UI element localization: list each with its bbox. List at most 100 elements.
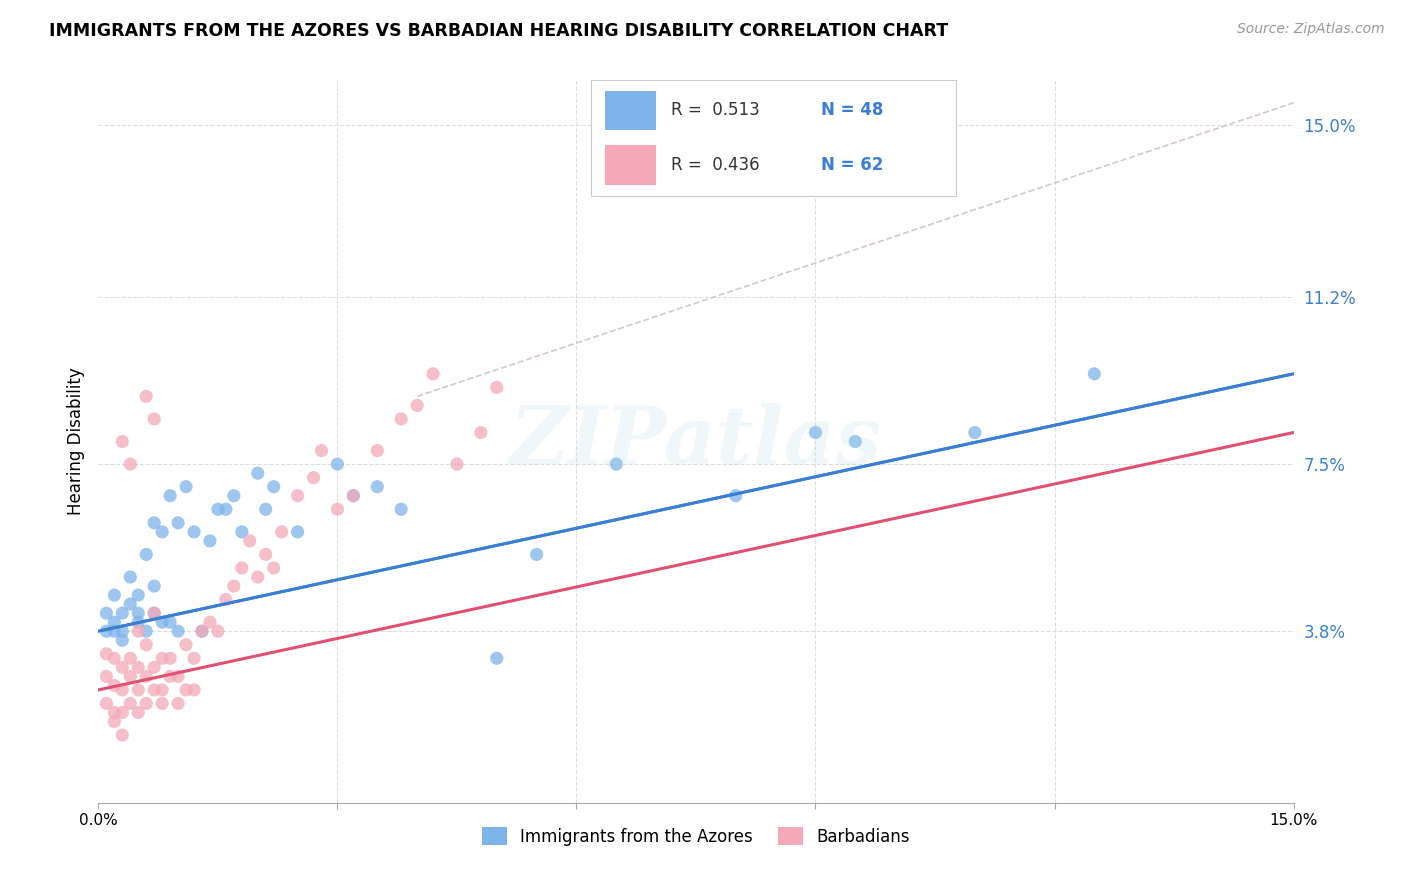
Point — [207, 502, 229, 516]
Point — [231, 524, 253, 539]
Point — [159, 651, 181, 665]
Point — [366, 480, 388, 494]
Point — [174, 682, 197, 697]
Point — [326, 502, 349, 516]
Text: ZIPatlas: ZIPatlas — [510, 403, 882, 480]
Point — [111, 682, 134, 697]
Point — [127, 606, 149, 620]
Point — [111, 660, 134, 674]
Y-axis label: Hearing Disability: Hearing Disability — [66, 368, 84, 516]
Text: IMMIGRANTS FROM THE AZORES VS BARBADIAN HEARING DISABILITY CORRELATION CHART: IMMIGRANTS FROM THE AZORES VS BARBADIAN … — [49, 22, 948, 40]
Point — [159, 615, 181, 630]
Point — [254, 548, 277, 562]
Point — [135, 669, 157, 683]
Point — [446, 457, 468, 471]
Point — [143, 606, 166, 620]
Point — [103, 615, 125, 630]
Point — [135, 697, 157, 711]
Point — [844, 434, 866, 449]
Point — [231, 561, 253, 575]
Text: N = 48: N = 48 — [821, 102, 883, 120]
Point — [215, 592, 238, 607]
Point — [311, 443, 333, 458]
Point — [1083, 367, 1105, 381]
Point — [103, 588, 125, 602]
Point — [96, 624, 118, 639]
Point — [135, 624, 157, 639]
Point — [287, 524, 309, 539]
Point — [263, 561, 285, 575]
Point — [239, 533, 262, 548]
Point — [302, 471, 325, 485]
Text: R =  0.513: R = 0.513 — [671, 102, 759, 120]
Point — [605, 457, 627, 471]
Point — [150, 615, 173, 630]
Point — [120, 697, 142, 711]
Point — [389, 412, 412, 426]
Point — [174, 480, 197, 494]
Point — [120, 570, 142, 584]
Point — [222, 579, 245, 593]
Point — [254, 502, 277, 516]
Point — [366, 443, 388, 458]
Point — [120, 457, 142, 471]
Point — [246, 466, 269, 480]
Point — [143, 606, 166, 620]
Point — [111, 624, 134, 639]
Legend: Immigrants from the Azores, Barbadians: Immigrants from the Azores, Barbadians — [475, 821, 917, 852]
Point — [287, 489, 309, 503]
Point — [111, 434, 134, 449]
FancyBboxPatch shape — [605, 91, 657, 130]
Point — [127, 588, 149, 602]
Point — [183, 682, 205, 697]
Point — [120, 597, 142, 611]
Point — [326, 457, 349, 471]
Point — [215, 502, 238, 516]
Point — [183, 524, 205, 539]
Text: Source: ZipAtlas.com: Source: ZipAtlas.com — [1237, 22, 1385, 37]
Point — [198, 615, 221, 630]
Point — [526, 548, 548, 562]
Point — [342, 489, 364, 503]
Point — [963, 425, 986, 440]
Point — [804, 425, 827, 440]
Point — [389, 502, 412, 516]
Point — [127, 682, 149, 697]
Point — [150, 524, 173, 539]
Point — [167, 669, 190, 683]
Point — [127, 660, 149, 674]
Point — [422, 367, 444, 381]
Point — [222, 489, 245, 503]
Text: R =  0.436: R = 0.436 — [671, 156, 759, 174]
Point — [406, 398, 429, 412]
Point — [143, 660, 166, 674]
Point — [111, 706, 134, 720]
Point — [159, 669, 181, 683]
Point — [111, 728, 134, 742]
Point — [207, 624, 229, 639]
Point — [150, 697, 173, 711]
Point — [150, 651, 173, 665]
Point — [96, 697, 118, 711]
Point — [342, 489, 364, 503]
Point — [485, 651, 508, 665]
FancyBboxPatch shape — [605, 145, 657, 185]
Point — [120, 669, 142, 683]
Point — [143, 682, 166, 697]
Point — [143, 516, 166, 530]
Point — [485, 380, 508, 394]
Point — [191, 624, 214, 639]
Point — [103, 651, 125, 665]
Text: N = 62: N = 62 — [821, 156, 883, 174]
Point — [103, 706, 125, 720]
Point — [96, 669, 118, 683]
Point — [135, 638, 157, 652]
Point — [135, 389, 157, 403]
Point — [167, 516, 190, 530]
Point — [127, 706, 149, 720]
Point — [191, 624, 214, 639]
Point — [198, 533, 221, 548]
Point — [135, 548, 157, 562]
Point — [150, 682, 173, 697]
Point — [111, 606, 134, 620]
